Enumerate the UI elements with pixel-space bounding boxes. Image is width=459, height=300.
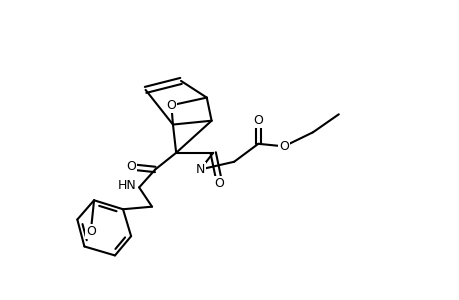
Text: HN: HN [117, 179, 136, 192]
Text: O: O [253, 114, 263, 127]
Text: O: O [86, 225, 95, 238]
Text: O: O [126, 160, 136, 173]
Text: O: O [214, 177, 224, 190]
Text: O: O [279, 140, 288, 153]
Text: O: O [166, 99, 176, 112]
Text: N: N [195, 163, 205, 176]
